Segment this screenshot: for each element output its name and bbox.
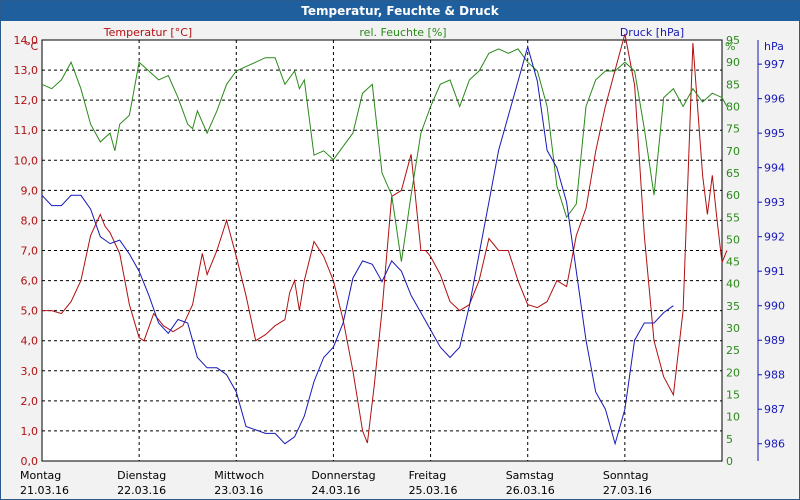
- pressure-tick-label: 992: [764, 231, 785, 244]
- temp-tick-label: 6,0: [21, 275, 39, 288]
- humidity-tick-label: 70: [726, 145, 740, 158]
- title-bar: Temperatur, Feuchte & Druck: [1, 1, 799, 21]
- pressure-tick-label: 996: [764, 93, 785, 106]
- pressure-tick-label: 989: [764, 334, 785, 347]
- pressure-unit-label: hPa: [764, 40, 784, 53]
- humidity-tick-label: 75: [726, 123, 740, 136]
- humidity-tick-label: 15: [726, 389, 740, 402]
- humidity-axis-ticks: 0 5 10 15 20 25 30 35 40 45 50 55 60 65 70 75 80 85 90 95: [726, 34, 740, 468]
- day-name-label: Freitag: [409, 469, 447, 482]
- day-name-label: Dienstag: [117, 469, 166, 482]
- humidity-tick-label: 20: [726, 366, 740, 379]
- pressure-tick-label: 991: [764, 265, 785, 278]
- humidity-tick-label: 5: [726, 433, 733, 446]
- temp-tick-label: 10,0: [14, 154, 39, 167]
- humidity-tick-label: 65: [726, 167, 740, 180]
- temp-tick-label: 11,0: [14, 124, 39, 137]
- pressure-tick-label: 993: [764, 196, 785, 209]
- pressure-tick-label: 988: [764, 369, 785, 382]
- day-date-label: 26.03.16: [506, 484, 555, 497]
- humidity-tick-label: 90: [726, 56, 740, 69]
- pressure-tick-label: 986: [764, 438, 785, 451]
- humidity-tick-label: 40: [726, 278, 740, 291]
- pressure-series-line: [41, 45, 674, 446]
- humidity-tick-label: 45: [726, 256, 740, 269]
- legend-pressure: Druck [hPa]: [620, 26, 684, 39]
- series-lines: [41, 33, 728, 446]
- temp-unit-label: °C: [25, 40, 39, 53]
- pressure-tick-label: 990: [764, 300, 785, 313]
- humidity-tick-label: 50: [726, 233, 740, 246]
- temp-tick-label: 14,0: [14, 34, 39, 47]
- humidity-tick-label: 80: [726, 100, 740, 113]
- legend-humidity: rel. Feuchte [%]: [359, 26, 446, 39]
- day-name-label: Mittwoch: [214, 469, 264, 482]
- temp-tick-label: 0,0: [21, 455, 39, 468]
- day-date-label: 23.03.16: [214, 484, 263, 497]
- humidity-tick-label: 25: [726, 344, 740, 357]
- temp-axis-ticks: 0,0 1,0 2,0 3,0 4,0 5,0 6,0 7,0 8,0 9,0 10,0 11,0 12…: [14, 34, 39, 468]
- temp-tick-label: 3,0: [21, 365, 39, 378]
- temp-tick-label: 4,0: [21, 335, 39, 348]
- humidity-unit-label: %: [725, 40, 735, 53]
- temp-tick-label: 1,0: [21, 425, 39, 438]
- humidity-tick-label: 85: [726, 78, 740, 91]
- day-date-label: 25.03.16: [409, 484, 458, 497]
- day-name-label: Donnerstag: [311, 469, 375, 482]
- temp-tick-label: 5,0: [21, 305, 39, 318]
- humidity-tick-label: 0: [726, 455, 733, 468]
- temperature-series-line: [42, 33, 728, 444]
- temp-tick-label: 12,0: [14, 94, 39, 107]
- temp-tick-label: 7,0: [21, 245, 39, 258]
- day-date-label: 22.03.16: [117, 484, 166, 497]
- humidity-tick-label: 30: [726, 322, 740, 335]
- pressure-tick-label: 997: [764, 58, 785, 71]
- temp-tick-label: 8,0: [21, 214, 39, 227]
- x-axis-day-labels: Montag 21.03.16 Dienstag 22.03.16 Mittwoch 23…: [20, 469, 652, 497]
- pressure-tick-label: 987: [764, 403, 785, 416]
- temp-tick-label: 2,0: [21, 395, 39, 408]
- temp-tick-label: 13,0: [14, 64, 39, 77]
- humidity-tick-label: 95: [726, 34, 740, 47]
- humidity-tick-label: 55: [726, 211, 740, 224]
- day-name-label: Sonntag: [603, 469, 649, 482]
- legend-temperature: Temperatur [°C]: [103, 26, 192, 39]
- pressure-tick-label: 994: [764, 162, 785, 175]
- day-date-label: 21.03.16: [20, 484, 69, 497]
- humidity-series-line: [41, 48, 728, 262]
- day-name-label: Samstag: [506, 469, 554, 482]
- day-name-label: Montag: [20, 469, 61, 482]
- grid-lines: [42, 39, 722, 462]
- day-date-label: 24.03.16: [311, 484, 360, 497]
- temp-tick-label: 9,0: [21, 184, 39, 197]
- day-date-label: 27.03.16: [603, 484, 652, 497]
- pressure-axis-ticks: 986 987 988 989 990 991 992 993 994 995 996 997: [757, 40, 785, 461]
- pressure-tick-label: 995: [764, 127, 785, 140]
- humidity-tick-label: 35: [726, 300, 740, 313]
- humidity-tick-label: 10: [726, 411, 740, 424]
- humidity-tick-label: 60: [726, 189, 740, 202]
